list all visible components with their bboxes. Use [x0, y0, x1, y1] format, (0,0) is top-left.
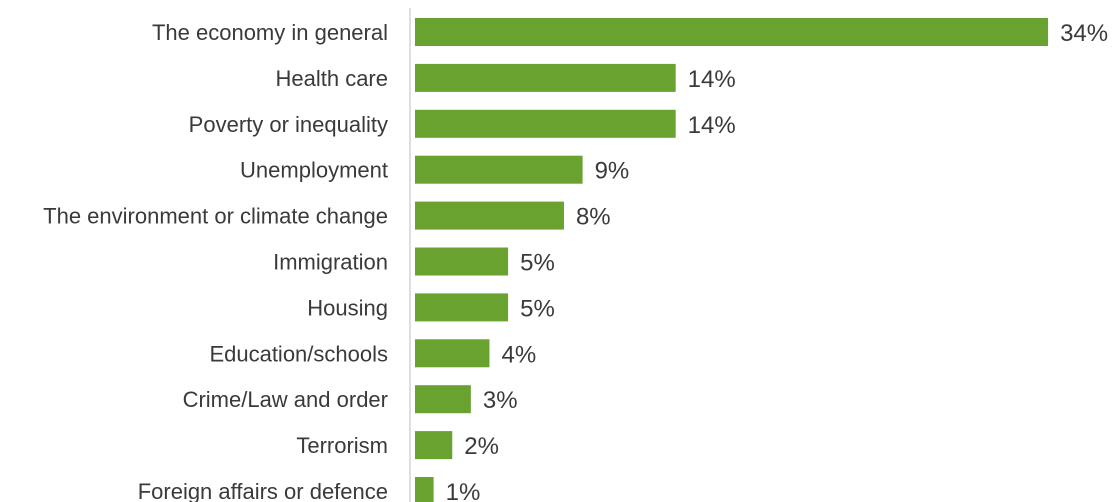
bar [415, 247, 509, 276]
value-label: 2% [464, 433, 499, 460]
bar [415, 339, 490, 368]
value-label: 14% [688, 112, 736, 139]
category-label: The economy in general [152, 20, 388, 45]
bars-layer [415, 18, 1049, 502]
category-label: Immigration [273, 250, 388, 275]
value-label: 14% [688, 66, 736, 93]
value-label: 34% [1060, 20, 1108, 47]
category-label: Unemployment [240, 158, 388, 183]
bar [415, 109, 676, 138]
category-label: Terrorism [296, 433, 388, 458]
bar [415, 293, 509, 322]
bar [415, 155, 583, 184]
bar [415, 431, 453, 460]
category-label: Housing [307, 295, 388, 320]
bar [415, 18, 1049, 46]
category-label: Education/schools [209, 341, 388, 366]
value-labels: 34% 14% 14% 9% 8% 5% 5% 4% 3% 2% 1% [446, 20, 1109, 502]
value-label: 3% [483, 387, 518, 414]
value-label: 5% [520, 295, 555, 322]
value-label: 8% [576, 204, 611, 231]
category-label: Crime/Law and order [183, 387, 388, 412]
bar [415, 201, 564, 230]
category-label: Health care [275, 66, 388, 91]
category-labels: The economy in general Health care Poverty… [43, 20, 388, 502]
category-label: The environment or climate change [43, 204, 388, 229]
value-label: 9% [595, 158, 630, 185]
value-label: 4% [501, 341, 536, 368]
category-label: Poverty or inequality [189, 112, 388, 137]
bar [415, 385, 471, 414]
value-label: 5% [520, 250, 555, 277]
bar [415, 477, 434, 502]
bar [415, 63, 676, 92]
category-label: Foreign affairs or defence [138, 479, 388, 502]
value-label: 1% [446, 479, 481, 502]
